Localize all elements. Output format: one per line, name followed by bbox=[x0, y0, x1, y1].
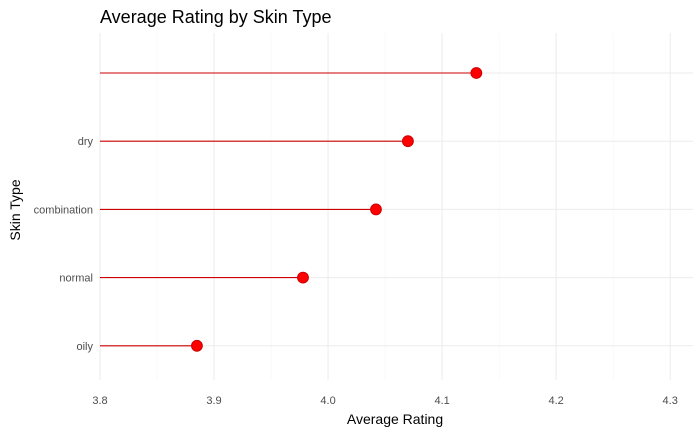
y-tick-label: combination bbox=[34, 204, 93, 216]
grid bbox=[99, 33, 693, 380]
lollipop-point bbox=[370, 203, 382, 216]
lollipop-point bbox=[297, 271, 309, 284]
y-tick-label: normal bbox=[59, 273, 93, 285]
chart-title: Average Rating by Skin Type bbox=[100, 7, 331, 27]
x-tick-label: 4.1 bbox=[434, 395, 449, 407]
x-axis-title: Average Rating bbox=[347, 411, 443, 427]
y-axis-title: Skin Type bbox=[7, 179, 23, 240]
x-tick-label: 4.2 bbox=[549, 395, 564, 407]
x-tick-label: 3.8 bbox=[92, 395, 107, 407]
x-tick-label: 4.0 bbox=[320, 395, 335, 407]
x-axis-ticks: 3.8 3.9 4.0 4.1 4.2 4.3 bbox=[92, 395, 677, 407]
y-tick-label: oily bbox=[76, 341, 93, 353]
lollipop-point bbox=[470, 67, 483, 79]
y-axis-ticks: dry combination normal oily bbox=[34, 136, 94, 353]
lollipop-point bbox=[191, 339, 203, 352]
x-tick-label: 4.3 bbox=[663, 395, 678, 407]
lollipop-point bbox=[402, 135, 414, 148]
y-tick-label: dry bbox=[78, 136, 94, 148]
chart-marks bbox=[100, 67, 483, 352]
x-tick-label: 3.9 bbox=[206, 395, 221, 407]
